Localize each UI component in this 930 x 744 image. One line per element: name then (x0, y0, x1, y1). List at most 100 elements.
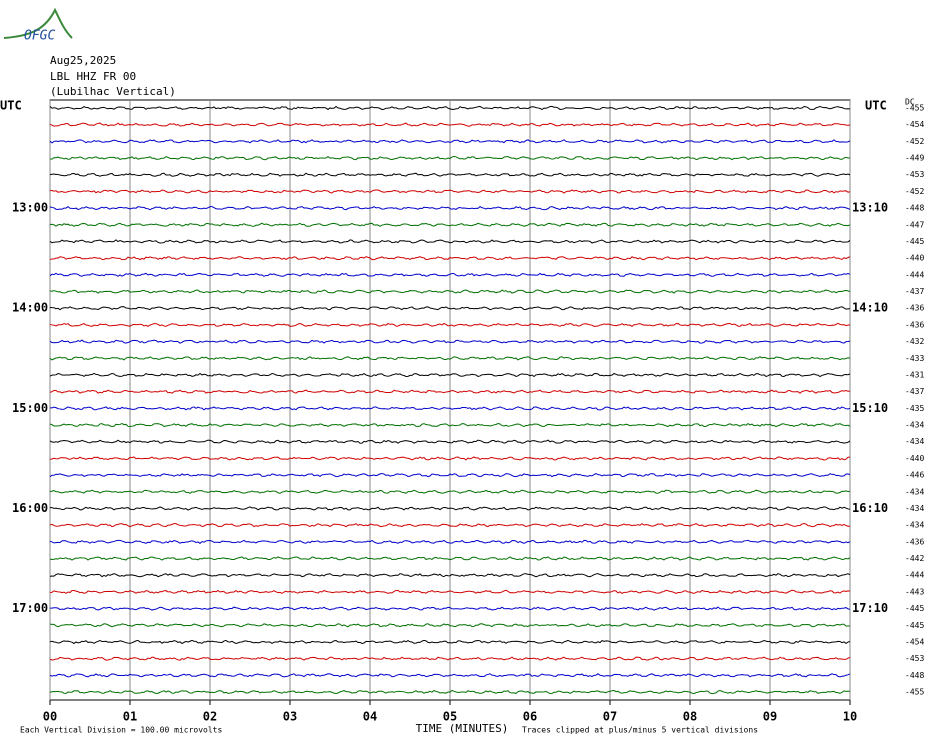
dc-label: -432 (905, 337, 924, 346)
trace (49, 322, 851, 327)
right-time-label: 13:10 (852, 201, 888, 215)
dc-label: -437 (905, 287, 924, 296)
dc-label: -437 (905, 387, 924, 396)
left-time-label: 14:00 (12, 301, 48, 315)
trace (49, 556, 851, 561)
trace (49, 506, 851, 511)
logo: OFGC (24, 29, 55, 44)
dc-label: -452 (905, 187, 924, 196)
dc-label: -444 (905, 571, 924, 580)
dc-label: -434 (905, 521, 924, 530)
dc-label: -448 (905, 671, 924, 680)
x-tick-label: 05 (443, 710, 457, 724)
trace (49, 272, 851, 277)
title-line: (Lubilhac Vertical) (50, 85, 176, 98)
left-header: UTC (0, 99, 22, 113)
trace (49, 539, 851, 544)
trace (49, 473, 851, 478)
trace (49, 456, 851, 461)
dc-label: -453 (905, 654, 924, 663)
trace (49, 339, 851, 344)
footer-right: Traces clipped at plus/minus 5 vertical … (522, 726, 758, 735)
left-time-label: 13:00 (12, 201, 48, 215)
dc-label: -442 (905, 554, 924, 563)
trace (49, 372, 851, 378)
dc-label: -452 (905, 137, 924, 146)
dc-label: -445 (905, 604, 924, 613)
dc-label: -434 (905, 421, 924, 430)
dc-label: -447 (905, 220, 924, 229)
dc-label: -435 (905, 404, 924, 413)
dc-label: -433 (905, 354, 924, 363)
dc-label: -454 (905, 120, 924, 129)
trace (49, 406, 851, 411)
trace (49, 239, 851, 244)
x-tick-label: 08 (683, 710, 697, 724)
trace (49, 656, 851, 661)
trace (49, 389, 851, 394)
logo-curve (3, 7, 73, 39)
trace (49, 105, 851, 111)
trace (49, 689, 851, 695)
trace (49, 172, 851, 177)
left-time-label: 17:00 (12, 601, 48, 615)
trace (49, 606, 851, 611)
x-tick-label: 07 (603, 710, 617, 724)
x-tick-label: 02 (203, 710, 217, 724)
trace (49, 589, 851, 595)
dc-label: -434 (905, 487, 924, 496)
x-tick-label: 09 (763, 710, 777, 724)
dc-label: -444 (905, 270, 924, 279)
title-line: LBL HHZ FR 00 (50, 70, 136, 83)
right-time-label: 16:10 (852, 501, 888, 515)
left-time-label: 15:00 (12, 401, 48, 415)
dc-label: -440 (905, 454, 924, 463)
dc-label: -455 (905, 688, 924, 697)
right-header: UTC (865, 99, 887, 113)
dc-label: -449 (905, 154, 924, 163)
title-line: Aug25,2025 (50, 54, 116, 67)
trace (49, 439, 851, 444)
x-axis-label: TIME (MINUTES) (416, 722, 509, 735)
trace (49, 222, 851, 227)
dc-label: -445 (905, 237, 924, 246)
trace (49, 673, 851, 678)
x-tick-label: 00 (43, 710, 57, 724)
trace (49, 489, 851, 494)
right-time-label: 17:10 (852, 601, 888, 615)
x-tick-label: 04 (363, 710, 377, 724)
trace (49, 356, 851, 361)
trace (49, 122, 851, 127)
x-tick-label: 06 (523, 710, 537, 724)
trace (49, 289, 851, 294)
dc-label: -436 (905, 304, 924, 313)
trace (49, 139, 851, 144)
x-tick-label: 03 (283, 710, 297, 724)
left-time-label: 16:00 (12, 501, 48, 515)
dc-label: -440 (905, 254, 924, 263)
dc-label: -434 (905, 437, 924, 446)
dc-label: -455 (905, 104, 924, 113)
trace (49, 422, 851, 428)
dc-label: -434 (905, 504, 924, 513)
dc-header: DC (905, 98, 915, 107)
dc-label: -446 (905, 471, 924, 480)
trace (49, 189, 851, 194)
trace (49, 573, 851, 578)
dc-label: -431 (905, 370, 924, 379)
trace (49, 522, 851, 528)
trace (49, 639, 851, 645)
dc-label: -453 (905, 170, 924, 179)
trace (49, 623, 851, 628)
right-time-label: 15:10 (852, 401, 888, 415)
trace (49, 306, 851, 311)
dc-label: -454 (905, 637, 924, 646)
x-tick-label: 01 (123, 710, 137, 724)
footer-left: Each Vertical Division = 100.00 microvol… (20, 726, 222, 735)
dc-label: -436 (905, 537, 924, 546)
dc-label: -436 (905, 320, 924, 329)
x-tick-label: 10 (843, 710, 857, 724)
dc-label: -443 (905, 587, 924, 596)
trace (49, 205, 851, 211)
